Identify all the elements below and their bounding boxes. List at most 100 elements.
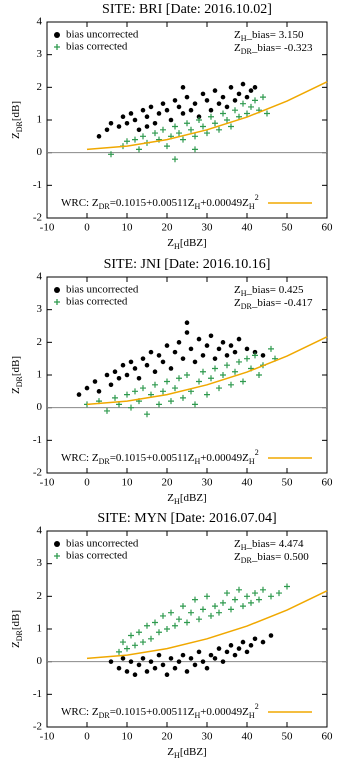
bias-annotation: ZDR_bias= -0.417	[234, 297, 313, 312]
point	[196, 114, 202, 120]
point	[168, 656, 174, 661]
point	[172, 385, 178, 392]
bias-annotation: ZDR_bias= 0.500	[234, 551, 309, 566]
legend-label: bias uncorrected	[66, 29, 139, 41]
point	[172, 665, 178, 671]
point	[168, 398, 174, 405]
point	[208, 113, 214, 120]
point	[196, 649, 202, 655]
y-axis-label: ZDR[dB]	[10, 610, 25, 648]
point	[200, 353, 206, 358]
y-axis-label: ZDR[dB]	[10, 101, 25, 139]
fit-line	[86, 590, 328, 660]
text-part: H	[174, 751, 180, 760]
legend-label: bias corrected	[66, 296, 128, 308]
y-tick-label: 3	[37, 48, 43, 60]
point	[164, 343, 170, 348]
text-part: H	[241, 543, 247, 552]
point	[104, 372, 110, 378]
point	[188, 346, 194, 352]
point	[128, 659, 134, 664]
point	[144, 622, 150, 629]
point	[228, 85, 234, 90]
point	[180, 356, 186, 361]
x-axis-label: ZH[dBZ]	[167, 492, 206, 507]
point	[252, 97, 258, 104]
text-part: Z	[234, 284, 241, 296]
point	[260, 94, 266, 101]
point	[152, 369, 158, 375]
chart-title: SITE: BRI [Date: 2016.10.02]	[102, 2, 272, 17]
y-tick-label: 2	[37, 81, 43, 93]
point	[268, 633, 274, 638]
text-part: =0.1015+0.00511Z	[110, 452, 195, 464]
point	[128, 632, 134, 639]
point	[236, 646, 242, 651]
point	[84, 385, 90, 391]
bias-annotation: ZH_bias= 3.150	[234, 29, 304, 44]
text-part: Z	[167, 492, 174, 504]
point	[144, 669, 150, 674]
point	[252, 590, 258, 597]
x-tick-label: 50	[282, 477, 294, 489]
text-part: _bias= 4.474	[246, 538, 304, 550]
point	[228, 381, 234, 388]
fit-line	[86, 336, 328, 406]
point	[156, 652, 162, 658]
bias-annotation: ZH_bias= 0.425	[234, 284, 304, 299]
point	[124, 138, 130, 145]
point	[228, 643, 234, 648]
text-part: DR	[15, 376, 24, 388]
point	[132, 388, 138, 395]
point	[188, 656, 194, 661]
point	[108, 120, 114, 126]
point	[184, 94, 190, 100]
text-part: DR	[15, 630, 24, 642]
text-part: Z	[234, 29, 241, 41]
point	[160, 612, 166, 619]
point	[152, 130, 158, 137]
point	[180, 136, 186, 143]
legend-marker	[54, 553, 60, 559]
point	[232, 596, 238, 603]
point	[192, 133, 198, 140]
x-tick-label: 30	[202, 731, 214, 743]
text-part: H	[249, 711, 255, 720]
point	[256, 596, 262, 603]
point	[244, 649, 250, 655]
y-tick-label: 3	[37, 557, 43, 569]
point	[172, 349, 178, 355]
point	[224, 353, 230, 358]
point	[128, 111, 134, 116]
point	[176, 340, 182, 345]
x-tick-label: -10	[40, 222, 55, 234]
text-part: [dB]	[10, 356, 22, 376]
point	[164, 672, 170, 678]
point	[148, 659, 154, 664]
x-axis-label: ZH[dBZ]	[167, 746, 206, 761]
y-tick-label: 2	[37, 336, 43, 348]
point	[132, 136, 138, 143]
x-tick-label: 60	[322, 731, 334, 743]
point	[132, 366, 138, 371]
point	[212, 603, 218, 610]
y-tick-label: 4	[37, 16, 43, 28]
point	[136, 629, 142, 636]
point	[120, 656, 126, 661]
point	[208, 107, 214, 113]
legend-marker	[54, 32, 60, 38]
text-part: WRC: Z	[61, 706, 99, 718]
point	[168, 366, 174, 371]
point	[220, 340, 226, 345]
point	[240, 639, 246, 645]
point	[188, 126, 194, 133]
point	[224, 104, 230, 110]
point	[224, 117, 230, 123]
y-tick-label: 3	[37, 303, 43, 315]
point	[196, 616, 202, 623]
point	[220, 372, 226, 378]
point	[176, 616, 182, 623]
point	[108, 382, 114, 388]
point	[204, 343, 210, 348]
